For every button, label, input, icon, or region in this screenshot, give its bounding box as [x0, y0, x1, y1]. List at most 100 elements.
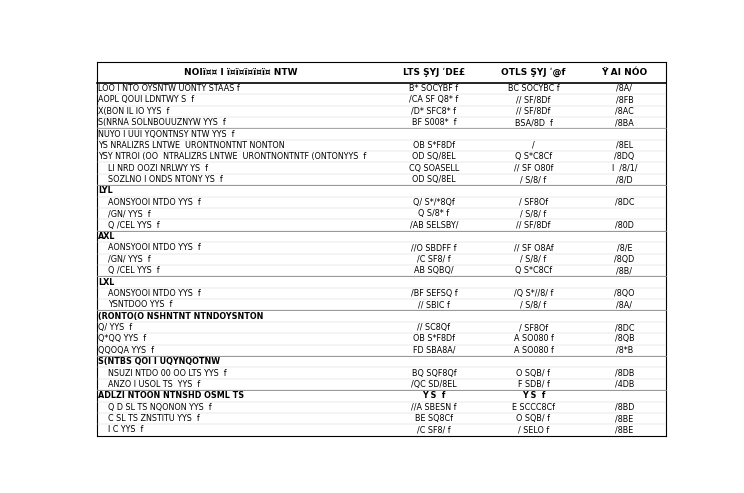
- Text: S(NRNA SOLNBOUUZNYW YYS  f: S(NRNA SOLNBOUUZNYW YYS f: [98, 118, 226, 127]
- Text: BE SQ8Cf: BE SQ8Cf: [415, 414, 453, 423]
- Text: NSUZI NTDO 00 OO LTS YYS  f: NSUZI NTDO 00 OO LTS YYS f: [108, 369, 226, 378]
- Text: /BF SEFSQ f: /BF SEFSQ f: [411, 289, 458, 298]
- Text: /8EL: /8EL: [616, 141, 633, 150]
- Text: O SQB/ f: O SQB/ f: [516, 414, 551, 423]
- Text: //O SBDFF f: //O SBDFF f: [411, 244, 457, 252]
- Text: / SF8Of: / SF8Of: [519, 198, 548, 207]
- Text: LYL: LYL: [98, 186, 113, 195]
- Text: /AB SELSBY/: /AB SELSBY/: [410, 220, 458, 230]
- Text: I  /8/1/: I /8/1/: [612, 164, 637, 173]
- Text: AONSYOOI NTDO YYS  f: AONSYOOI NTDO YYS f: [108, 198, 200, 207]
- Text: // SF/8Df: // SF/8Df: [516, 220, 551, 230]
- Text: BF S008*  f: BF S008* f: [411, 118, 456, 127]
- Text: Q/ YYS  f: Q/ YYS f: [98, 323, 132, 332]
- Text: /GN/ YYS  f: /GN/ YYS f: [108, 255, 150, 264]
- Text: OD SQ/8EL: OD SQ/8EL: [412, 152, 456, 161]
- Text: AXL: AXL: [98, 232, 116, 241]
- Text: OB S*F8Df: OB S*F8Df: [413, 334, 455, 344]
- Text: LTS ŞYJ ʹDE£: LTS ŞYJ ʹDE£: [403, 68, 465, 77]
- Text: /CA SF Q8* f: /CA SF Q8* f: [409, 95, 458, 105]
- Text: BC SOCYBC f: BC SOCYBC f: [507, 84, 559, 93]
- Text: /C SF8/ f: /C SF8/ f: [417, 255, 451, 264]
- Text: BQ SQF8Qf: BQ SQF8Qf: [411, 369, 456, 378]
- Text: // SF/8Df: // SF/8Df: [516, 107, 551, 116]
- Text: /8DC: /8DC: [615, 323, 634, 332]
- Text: F SDB/ f: F SDB/ f: [518, 380, 549, 389]
- Text: /8B/: /8B/: [617, 266, 632, 275]
- Text: A SO080 f: A SO080 f: [513, 334, 554, 344]
- Text: /8DB: /8DB: [615, 369, 634, 378]
- Text: B* SOCYBF f: B* SOCYBF f: [409, 84, 458, 93]
- Text: OD SQ/8EL: OD SQ/8EL: [412, 175, 456, 184]
- Text: / S/8/ f: / S/8/ f: [520, 255, 547, 264]
- Text: QQOQA YYS  f: QQOQA YYS f: [98, 346, 155, 355]
- Text: AONSYOOI NTDO YYS  f: AONSYOOI NTDO YYS f: [108, 244, 200, 252]
- Text: /8BE: /8BE: [615, 414, 634, 423]
- Text: /8FB: /8FB: [615, 95, 633, 105]
- Text: O SQB/ f: O SQB/ f: [516, 369, 551, 378]
- Text: Q S*C8Cf: Q S*C8Cf: [515, 266, 552, 275]
- Text: / SELO f: / SELO f: [518, 425, 549, 434]
- Text: A SO080 f: A SO080 f: [513, 346, 554, 355]
- Text: /8BA: /8BA: [615, 118, 634, 127]
- Text: OTLS ŞYJ ʹ@f: OTLS ŞYJ ʹ@f: [501, 68, 565, 77]
- Text: BSA/8D  f: BSA/8D f: [515, 118, 552, 127]
- Text: X(BON IL IO YYS  f: X(BON IL IO YYS f: [98, 107, 170, 116]
- Text: /GN/ YYS  f: /GN/ YYS f: [108, 209, 150, 218]
- Text: OB S*F8Df: OB S*F8Df: [413, 141, 455, 150]
- Text: Ÿ AI NÓO: Ÿ AI NÓO: [601, 68, 647, 77]
- Text: Q /CEL YYS  f: Q /CEL YYS f: [108, 220, 159, 230]
- Text: // SF O80f: // SF O80f: [514, 164, 553, 173]
- Text: ANZO I USOL TS  YYS  f: ANZO I USOL TS YYS f: [108, 380, 200, 389]
- Text: /8QO: /8QO: [615, 289, 635, 298]
- Text: // SC8Qf: // SC8Qf: [417, 323, 450, 332]
- Text: / S/8/ f: / S/8/ f: [520, 209, 547, 218]
- Text: AOPL QOUI LDNTWY S  f: AOPL QOUI LDNTWY S f: [98, 95, 194, 105]
- Text: Q S/8* f: Q S/8* f: [418, 209, 449, 218]
- Text: FD SBA8A/: FD SBA8A/: [413, 346, 455, 355]
- Text: /80D: /80D: [615, 220, 634, 230]
- Text: /4DB: /4DB: [615, 380, 634, 389]
- Text: // SBIC f: // SBIC f: [418, 300, 450, 309]
- Text: LXL: LXL: [98, 278, 115, 286]
- Text: /QC SD/8EL: /QC SD/8EL: [411, 380, 457, 389]
- Text: / S/8/ f: / S/8/ f: [520, 300, 547, 309]
- Text: YSNTDOO YYS  f: YSNTDOO YYS f: [108, 300, 172, 309]
- Text: // SF O8Af: // SF O8Af: [513, 244, 554, 252]
- Text: /8DC: /8DC: [615, 198, 634, 207]
- Text: AB SQBQ/: AB SQBQ/: [414, 266, 454, 275]
- Text: /: /: [532, 141, 535, 150]
- Text: SOZLNO I ONDS NTONY YS  f: SOZLNO I ONDS NTONY YS f: [108, 175, 222, 184]
- Text: /8A/: /8A/: [617, 84, 632, 93]
- Text: Y S  f: Y S f: [423, 391, 446, 400]
- Text: I C YYS  f: I C YYS f: [108, 425, 143, 434]
- Text: C SL TS ZNSTITU YYS  f: C SL TS ZNSTITU YYS f: [108, 414, 199, 423]
- Text: Y S  f: Y S f: [522, 391, 545, 400]
- Text: / SF8Of: / SF8Of: [519, 323, 548, 332]
- Text: /8/D: /8/D: [616, 175, 633, 184]
- Text: (RONTO(O NSHNTNT NTNDOYSNTON: (RONTO(O NSHNTNT NTNDOYSNTON: [98, 312, 264, 320]
- Text: /Q S*//8/ f: /Q S*//8/ f: [514, 289, 553, 298]
- Text: /8QB: /8QB: [615, 334, 635, 344]
- Text: Q*QQ YYS  f: Q*QQ YYS f: [98, 334, 147, 344]
- Text: /D* SFC8* f: /D* SFC8* f: [411, 107, 456, 116]
- Text: /8A/: /8A/: [617, 300, 632, 309]
- Text: LI NRD OOZI NRLWY YS  f: LI NRD OOZI NRLWY YS f: [108, 164, 208, 173]
- Text: /8AC: /8AC: [615, 107, 634, 116]
- Text: //A SBESN f: //A SBESN f: [411, 403, 457, 412]
- Text: /8*B: /8*B: [616, 346, 633, 355]
- Text: YSY NTROI (OO  NTRALIZRS LNTWE  URONTNONTNTF (ONTONYYS  f: YSY NTROI (OO NTRALIZRS LNTWE URONTNONTN…: [98, 152, 367, 161]
- Text: /8DQ: /8DQ: [615, 152, 635, 161]
- Text: /8BD: /8BD: [615, 403, 634, 412]
- Text: / S/8/ f: / S/8/ f: [520, 175, 547, 184]
- Text: /8/E: /8/E: [617, 244, 632, 252]
- Text: LOO I NTO OYSNTW UONTY STAAS f: LOO I NTO OYSNTW UONTY STAAS f: [98, 84, 240, 93]
- Text: YS NRALIZRS LNTWE  URONTNONTNT NONTON: YS NRALIZRS LNTWE URONTNONTNT NONTON: [98, 141, 285, 150]
- Text: S(NTBS QOI I UQYNQOTNW: S(NTBS QOI I UQYNQOTNW: [98, 357, 220, 366]
- Text: /C SF8/ f: /C SF8/ f: [417, 425, 451, 434]
- Text: ADLZI NTOON NTNSHD OSML TS: ADLZI NTOON NTNSHD OSML TS: [98, 391, 245, 400]
- Text: /8BE: /8BE: [615, 425, 634, 434]
- Text: CQ SOASELL: CQ SOASELL: [408, 164, 459, 173]
- Text: E SCCC8Cf: E SCCC8Cf: [512, 403, 555, 412]
- Text: Q S*C8Cf: Q S*C8Cf: [515, 152, 552, 161]
